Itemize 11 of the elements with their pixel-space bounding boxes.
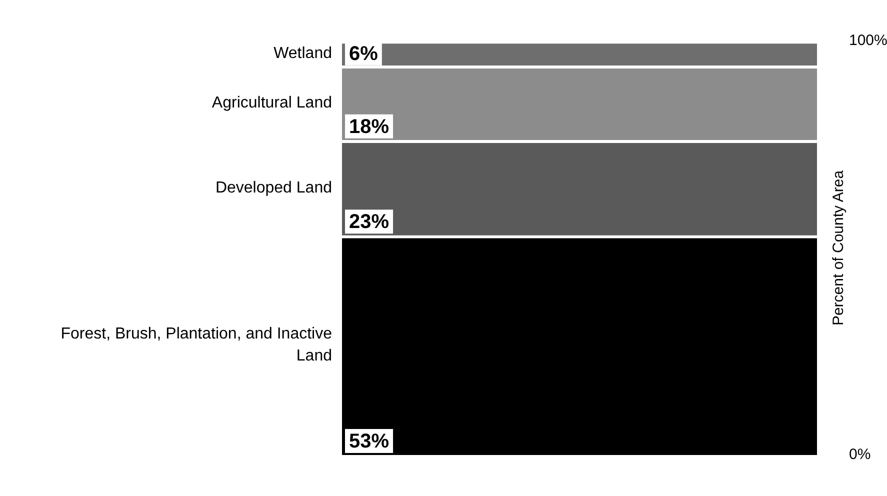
series-label: Wetland bbox=[274, 44, 332, 62]
y-tick-label: 100% bbox=[849, 32, 887, 50]
text: 53% bbox=[349, 430, 390, 453]
text: 6% bbox=[349, 42, 378, 65]
text: 23% bbox=[349, 211, 390, 234]
text: 18% bbox=[349, 116, 390, 138]
y-tick-label: 0% bbox=[849, 446, 871, 464]
series-label: Forest, Brush, Plantation, and Inactive Land bbox=[60, 326, 332, 365]
series-label: Agricultural Land bbox=[212, 94, 332, 112]
y-axis-title: Percent of County Area bbox=[830, 170, 848, 326]
series-label: Developed Land bbox=[215, 179, 332, 196]
